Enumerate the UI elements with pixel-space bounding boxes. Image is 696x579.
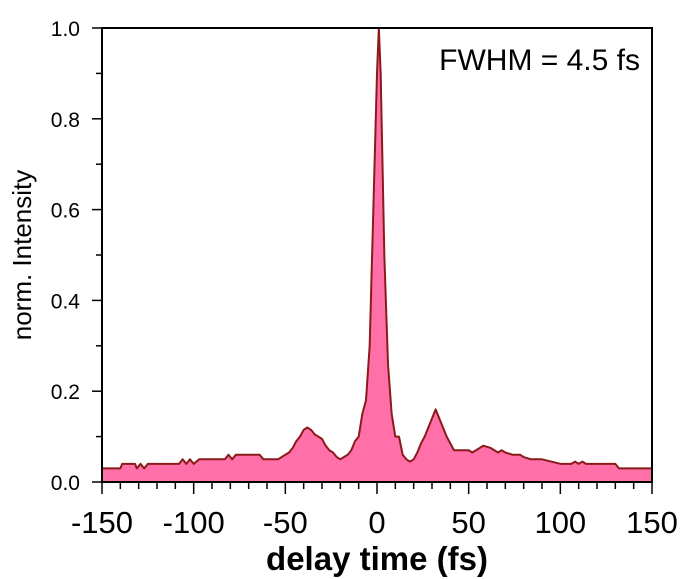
y-tick-label: 0.6 bbox=[51, 200, 80, 223]
y-tick-label: 0.4 bbox=[51, 290, 81, 313]
x-axis-title: delay time (fs) bbox=[266, 540, 488, 577]
y-tick-label: 0.8 bbox=[51, 109, 80, 132]
intensity-area-fill bbox=[102, 28, 652, 482]
x-tick-label: 50 bbox=[451, 505, 485, 540]
x-axis-ticks: -150 -100 -50 0 50 100 150 bbox=[71, 482, 678, 540]
y-tick-label: 0.2 bbox=[51, 381, 80, 404]
x-tick-label: -150 bbox=[71, 505, 133, 540]
y-axis-title: norm. Intensity bbox=[7, 170, 37, 341]
x-tick-label: 150 bbox=[626, 505, 678, 540]
fwhm-annotation: FWHM = 4.5 fs bbox=[439, 44, 640, 77]
y-axis-ticks: 0.0 0.2 0.4 0.6 0.8 1.0 bbox=[51, 18, 102, 495]
y-tick-label: 1.0 bbox=[51, 18, 80, 41]
x-tick-label: 0 bbox=[368, 505, 385, 540]
x-tick-label: 100 bbox=[534, 505, 586, 540]
y-tick-label: 0.0 bbox=[51, 472, 80, 495]
intensity-curve-line bbox=[102, 27, 652, 470]
x-tick-label: -50 bbox=[263, 505, 308, 540]
x-tick-label: -100 bbox=[163, 505, 225, 540]
